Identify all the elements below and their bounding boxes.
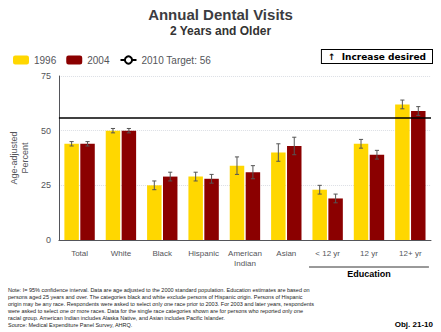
svg-text:25: 25 [41,180,51,190]
svg-text:Percent: Percent [20,142,30,174]
svg-text:Education: Education [347,269,391,279]
svg-text:2004: 2004 [87,55,110,66]
svg-text:12+ yr: 12+ yr [399,249,422,258]
svg-text:origin may be any race. Respon: origin may be any race. Respondents were… [8,301,314,307]
svg-text:Asian: Asian [276,249,296,258]
svg-text:2010 Target: 56: 2010 Target: 56 [141,55,211,66]
svg-text:Note: I= 95% confidence interv: Note: I= 95% confidence interval. Data a… [8,287,310,293]
svg-text:Age-adjusted: Age-adjusted [9,131,19,184]
svg-text:Obj. 21-10: Obj. 21-10 [395,320,434,329]
svg-text:White: White [111,249,132,258]
svg-text:50: 50 [41,126,51,136]
svg-text:75: 75 [41,71,51,81]
svg-text:2 Years and Older: 2 Years and Older [170,24,271,38]
svg-text:American: American [228,249,262,258]
svg-text:12 yr: 12 yr [360,249,378,258]
svg-text:Hispanic: Hispanic [188,249,219,258]
svg-text:persons aged 25 years and over: persons aged 25 years and over. The cate… [8,294,303,300]
svg-text:Source: Medical Expenditure Pa: Source: Medical Expenditure Panel Survey… [8,322,133,328]
svg-text:↑ Increase desired: ↑ Increase desired [328,52,426,62]
svg-text:Indian: Indian [234,259,256,268]
svg-text:Annual Dental Visits: Annual Dental Visits [148,6,293,23]
svg-text:were asked to select one or mo: were asked to select one or more races. … [7,308,303,314]
svg-text:1996: 1996 [34,55,57,66]
svg-text:< 12 yr: < 12 yr [315,249,340,258]
svg-text:racial group. American Indian: racial group. American Indian includes A… [8,315,225,321]
svg-text:0: 0 [46,235,51,245]
svg-text:Total: Total [71,249,88,258]
svg-text:Black: Black [152,249,173,258]
